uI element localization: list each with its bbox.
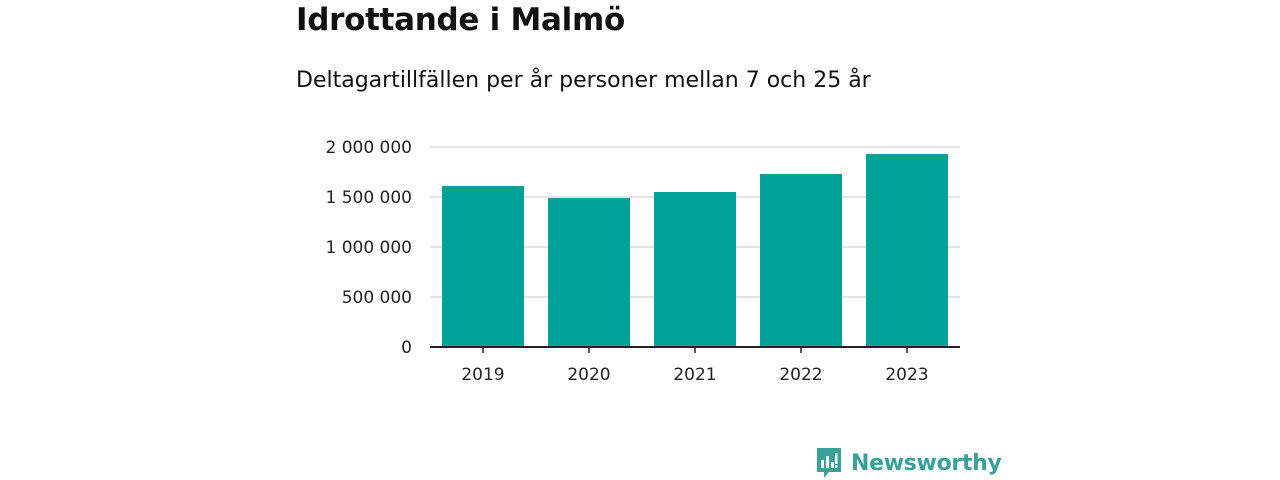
x-tick-label: 2022 — [779, 365, 822, 385]
bar-2019 — [442, 186, 524, 347]
y-tick-label: 1 500 000 — [325, 188, 412, 208]
newsworthy-logo-icon — [817, 448, 841, 478]
bar-2021 — [654, 192, 736, 347]
y-tick-label: 0 — [401, 338, 412, 358]
brand-footer: Newsworthy — [815, 446, 1002, 480]
bars — [442, 154, 948, 347]
x-tick-label: 2019 — [461, 365, 504, 385]
y-axis-tick-labels: 0 500 000 1 000 000 1 500 000 2 000 000 — [325, 138, 412, 358]
y-tick-label: 500 000 — [342, 288, 412, 308]
brand-name: Newsworthy — [851, 450, 1002, 476]
x-axis-tick-labels: 2019 2020 2021 2022 2023 — [461, 347, 929, 385]
chart-title: Idrottande i Malmö — [296, 2, 625, 38]
y-tick-label: 2 000 000 — [325, 138, 412, 158]
x-tick-label: 2023 — [885, 365, 928, 385]
bar-chart: 0 500 000 1 000 000 1 500 000 2 000 000 2019… — [325, 138, 960, 385]
bar-2020 — [548, 198, 630, 347]
x-tick-label: 2020 — [567, 365, 610, 385]
bar-2022 — [760, 174, 842, 347]
chart-subtitle: Deltagartillfällen per år personer mella… — [296, 68, 871, 93]
x-tick-label: 2021 — [673, 365, 716, 385]
bar-2023 — [866, 154, 948, 347]
y-tick-label: 1 000 000 — [325, 238, 412, 258]
